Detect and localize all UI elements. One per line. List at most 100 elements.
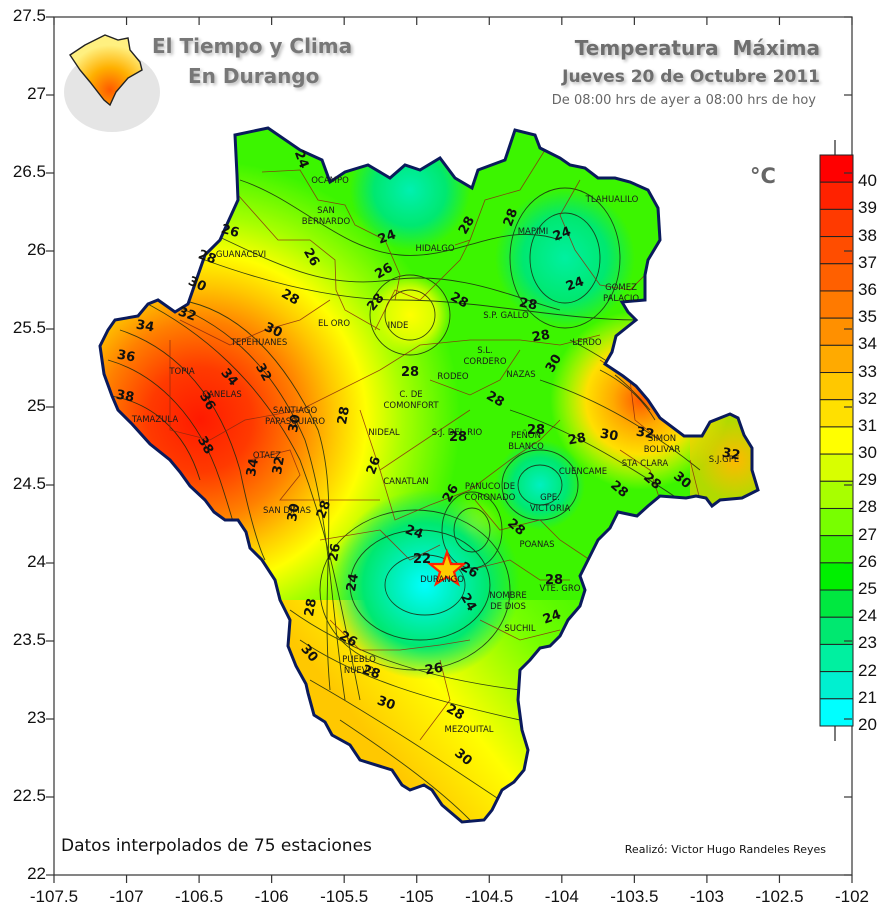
- place-label: C. DE COMONFORT: [383, 390, 439, 411]
- isotherm-label: 28: [401, 365, 420, 380]
- isotherm-label: 26: [423, 660, 445, 679]
- colorbar-swatch: [819, 698, 854, 727]
- colorbar-swatch: [819, 181, 854, 210]
- place-label: DURANGO: [420, 575, 464, 585]
- colorbar-label: 32: [858, 388, 877, 408]
- y-tick-label: 22: [27, 864, 46, 883]
- map-date: Jueves 20 de Octubre 2011: [562, 67, 820, 87]
- isotherm-label: 26: [326, 542, 345, 563]
- map-period: De 08:00 hrs de ayer a 08:00 hrs de hoy: [551, 93, 816, 108]
- place-label: SUCHIL: [504, 624, 536, 634]
- isotherm-label: 32: [634, 424, 656, 443]
- place-label: SAN DIMAS: [262, 506, 312, 516]
- colorbar-swatch: [819, 154, 854, 183]
- place-label: NOMBRE DE DIOS: [489, 591, 527, 612]
- colorbar-label: 27: [858, 524, 877, 544]
- colorbar-swatch: [819, 426, 854, 455]
- colorbar-swatch: [819, 507, 854, 537]
- place-label: NAZAS: [506, 370, 536, 380]
- colorbar-label: 36: [858, 279, 877, 299]
- place-label: TEPEHUANES: [230, 338, 288, 348]
- x-tick-label: -103.5: [610, 887, 659, 906]
- isotherm-label: 28: [302, 597, 321, 618]
- capital-star-icon: [426, 548, 468, 587]
- colorbar-label: 30: [858, 443, 877, 463]
- brand-line2: En Durango: [188, 64, 320, 88]
- place-label: TOPIA: [169, 367, 195, 377]
- x-tick-label: -102.5: [755, 887, 804, 906]
- isotherm-label: 38: [114, 387, 136, 406]
- colorbar-swatch: [819, 589, 854, 618]
- x-tick-label: -105.5: [320, 887, 369, 906]
- y-tick-label: 24.5: [12, 474, 46, 493]
- place-label: GOMEZ PALACIO: [602, 283, 640, 304]
- place-label: MAPIMI: [517, 227, 549, 237]
- colorbar-swatch: [819, 208, 854, 238]
- place-label: RODEO: [437, 372, 469, 382]
- y-tick-label: 23.5: [12, 630, 46, 649]
- place-label: S.J. DEL RIO: [431, 428, 483, 438]
- isotherm-label: 28: [449, 430, 468, 445]
- x-tick-label: -105: [399, 887, 434, 906]
- isotherm-label: 36: [115, 347, 137, 366]
- place-label: OCAMPO: [311, 176, 349, 186]
- isotherm-lines: [103, 179, 701, 821]
- place-label: CUENCAME: [558, 467, 608, 477]
- place-label: SIMON BOLIVAR: [643, 434, 681, 455]
- y-tick-label: 25: [27, 396, 46, 415]
- place-label: SANTIAGO PAPASQUIARO: [264, 406, 326, 427]
- stations-note: Datos interpolados de 75 estaciones: [61, 836, 372, 856]
- isotherm-label: 28: [527, 423, 546, 438]
- colorbar-label: 38: [858, 225, 877, 245]
- isotherm-label: 28: [517, 295, 539, 314]
- y-tick-label: 26: [27, 240, 46, 259]
- colorbar-label: 40: [858, 171, 877, 191]
- x-tick-label: -106: [254, 887, 289, 906]
- colorbar-swatch: [819, 453, 854, 482]
- y-tick-label: 24: [27, 552, 46, 571]
- place-label: PANUCO DE CORONADO: [464, 482, 516, 503]
- isotherm-label: 22: [413, 552, 432, 567]
- axis-ticks: [46, 16, 853, 883]
- place-label: VTE. GRO: [539, 584, 581, 594]
- place-label: GPE. VICTORIA: [529, 493, 571, 514]
- colorbar-label: 23: [858, 633, 877, 653]
- isotherm-label: 30: [598, 426, 620, 445]
- colorbar-label: 25: [858, 579, 877, 599]
- isotherm-label: 32: [270, 455, 289, 476]
- y-tick-label: 27.5: [12, 6, 46, 25]
- colorbar-swatch: [819, 344, 854, 374]
- isotherm-label: 28: [566, 430, 588, 449]
- author-credit: Realizó: Victor Hugo Randeles Reyes: [624, 843, 826, 856]
- place-label: STA CLARA: [621, 459, 669, 469]
- logo-map-icon: [64, 34, 160, 132]
- place-label: PEÑON BLANCO: [508, 431, 544, 452]
- colorbar-label: 31: [858, 415, 877, 435]
- colorbar-swatch: [819, 399, 854, 428]
- colorbar-swatch: [819, 643, 854, 673]
- place-label: OTAEZ: [252, 451, 282, 461]
- y-tick-label: 22.5: [12, 786, 46, 805]
- place-label: NIDEAL: [368, 428, 400, 438]
- x-tick-label: -102: [834, 887, 870, 906]
- unit-label: °C: [750, 164, 776, 188]
- place-label: MEZQUITAL: [444, 725, 494, 735]
- place-label: INDE: [387, 321, 409, 331]
- colorbar-label: 28: [858, 497, 877, 517]
- colorbar-label: 26: [858, 551, 877, 571]
- place-label: POANAS: [519, 540, 555, 550]
- x-tick-label: -106.5: [174, 887, 224, 906]
- colorbar-label: 22: [858, 660, 877, 680]
- colorbar-swatch: [819, 290, 854, 319]
- x-tick-label: -107: [109, 887, 144, 906]
- colorbar-label: 20: [858, 715, 877, 734]
- isotherm-label: 28: [335, 405, 354, 426]
- colorbar-label: 29: [858, 470, 877, 490]
- isotherm-label: 30: [286, 413, 305, 434]
- isotherm-label: 32: [720, 445, 742, 464]
- place-label: TLAHUALILO: [585, 195, 639, 205]
- place-label: CANATLAN: [383, 477, 429, 487]
- municipal-boundaries: [169, 149, 701, 741]
